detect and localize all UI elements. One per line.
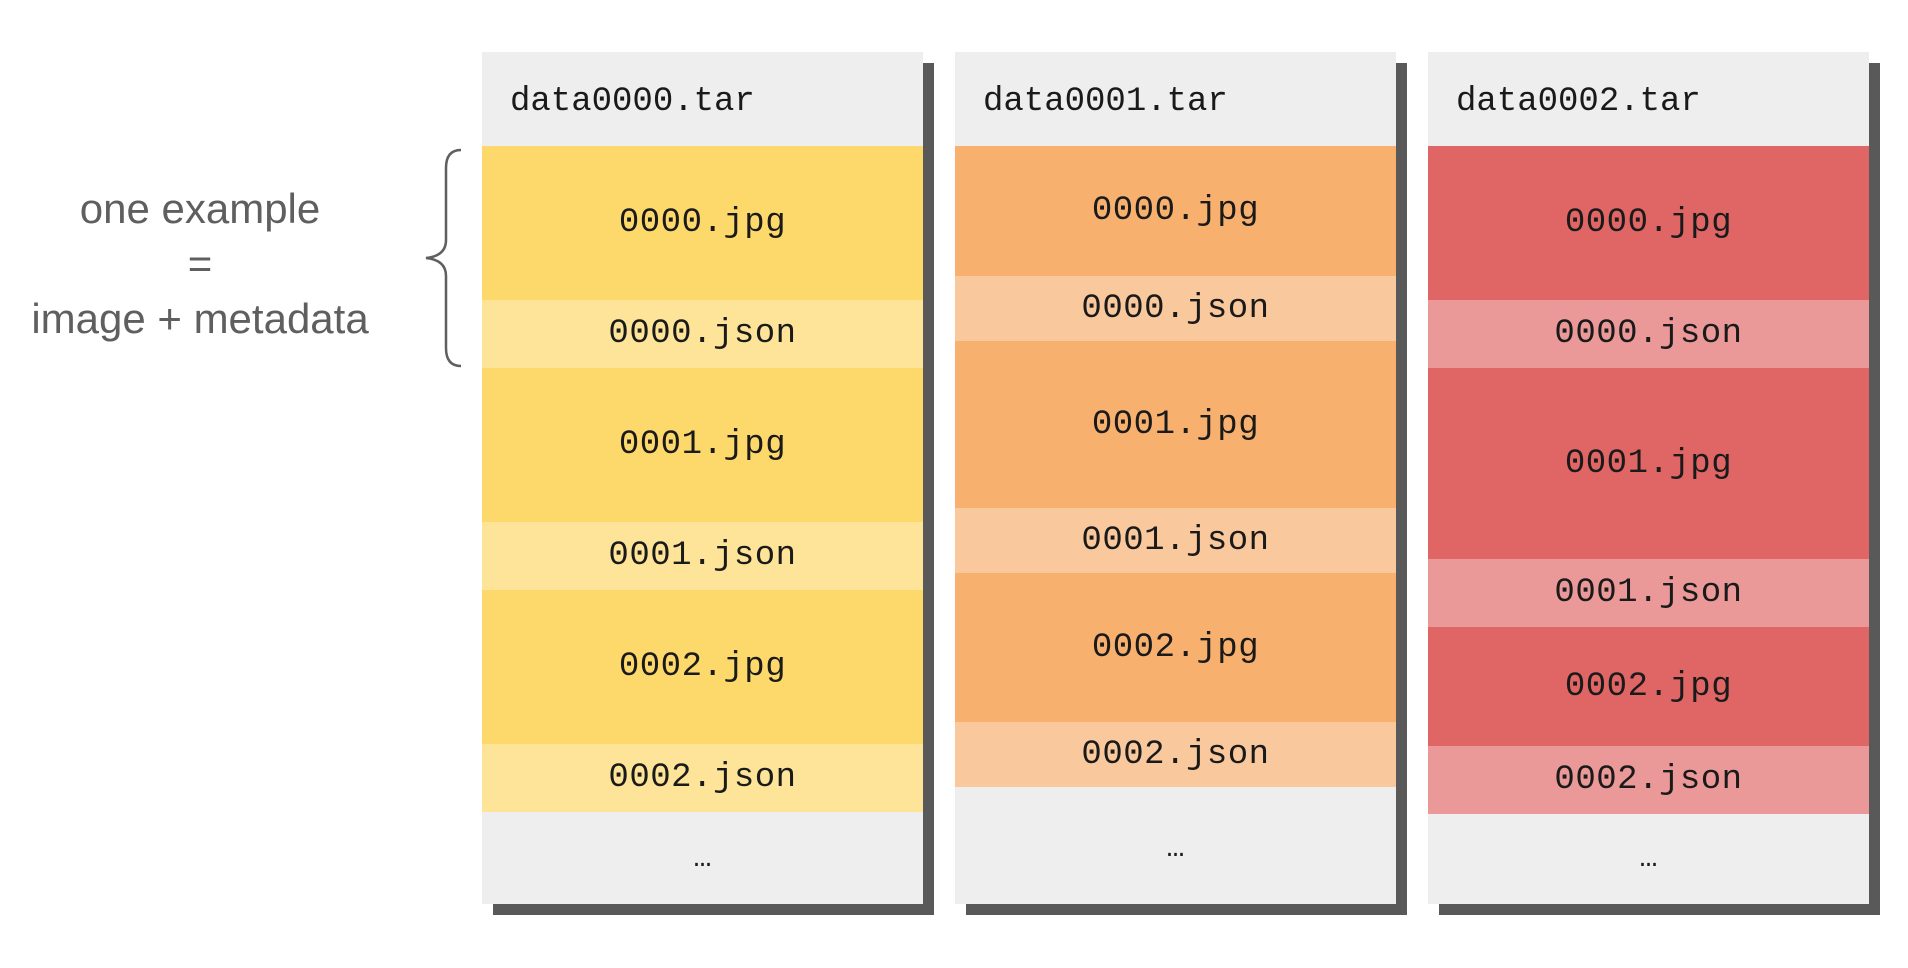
more-entries-ellipsis: … <box>1166 832 1185 866</box>
annotation-line-1: one example <box>79 185 321 232</box>
jpg-file-entry: 0000.jpg <box>1428 146 1869 300</box>
tar-entries-list: 0000.jpg 0000.json 0001.jpg 0001.json 0002.j… <box>955 146 1396 787</box>
jpg-file-entry: 0001.jpg <box>482 368 923 522</box>
archive-panel: data0001.tar 0000.jpg 0000.json 0001.jpg 00… <box>955 52 1396 904</box>
archive-panel: data0000.tar 0000.jpg 0000.json 0001.jpg 00… <box>482 52 923 904</box>
archive-panel: data0002.tar 0000.jpg 0000.json 0001.jpg 00… <box>1428 52 1869 904</box>
json-file-entry: 0001.json <box>955 508 1396 573</box>
curly-brace-icon <box>425 148 462 368</box>
json-file-entry: 0000.json <box>1428 300 1869 368</box>
json-file-entry: 0001.json <box>482 522 923 590</box>
json-file-entry: 0002.json <box>482 744 923 812</box>
tar-archive-data0002: data0002.tar 0000.jpg 0000.json 0001.jpg 00… <box>1428 52 1880 915</box>
one-example-annotation: one example = image + metadata <box>0 181 400 346</box>
json-file-entry: 0002.json <box>955 722 1396 787</box>
json-file-entry: 0002.json <box>1428 746 1869 814</box>
tar-file-name: data0002.tar <box>1456 83 1701 121</box>
more-entries-ellipsis: … <box>693 842 712 876</box>
tar-entries-list: 0000.jpg 0000.json 0001.jpg 0001.json 0002.j… <box>482 146 923 812</box>
json-file-entry: 0000.json <box>955 276 1396 341</box>
tar-archive-data0000: data0000.tar 0000.jpg 0000.json 0001.jpg 00… <box>482 52 934 915</box>
jpg-file-entry: 0002.jpg <box>955 573 1396 722</box>
jpg-file-entry: 0000.jpg <box>482 146 923 300</box>
tar-entries-list: 0000.jpg 0000.json 0001.jpg 0001.json 0002.j… <box>1428 146 1869 814</box>
jpg-file-entry: 0002.jpg <box>482 590 923 744</box>
tar-file-name: data0001.tar <box>983 83 1228 121</box>
more-entries-ellipsis: … <box>1639 842 1658 876</box>
jpg-file-entry: 0000.jpg <box>955 146 1396 276</box>
json-file-entry: 0001.json <box>1428 559 1869 627</box>
annotation-line-2: = <box>187 240 213 287</box>
tar-file-name: data0000.tar <box>510 83 755 121</box>
annotation-line-3: image + metadata <box>31 295 369 342</box>
tar-archive-data0001: data0001.tar 0000.jpg 0000.json 0001.jpg 00… <box>955 52 1407 915</box>
jpg-file-entry: 0001.jpg <box>955 341 1396 508</box>
jpg-file-entry: 0001.jpg <box>1428 368 1869 559</box>
json-file-entry: 0000.json <box>482 300 923 368</box>
jpg-file-entry: 0002.jpg <box>1428 627 1869 746</box>
